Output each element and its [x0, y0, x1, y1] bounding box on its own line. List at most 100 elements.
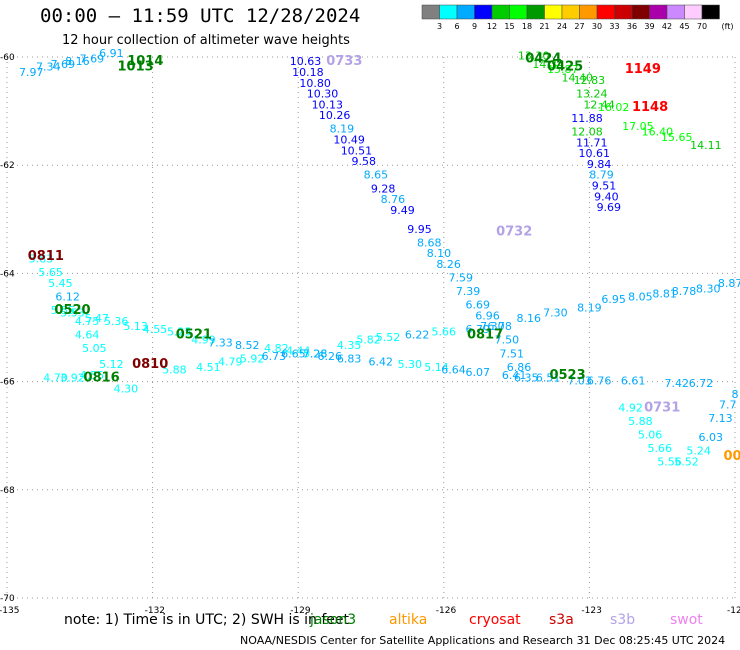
swh-reading: 4.35	[337, 339, 362, 352]
colorbar-swatch	[491, 4, 510, 20]
swh-reading: 7.69	[80, 52, 105, 65]
swh-reading: 14.34	[532, 58, 564, 71]
y-tick-label: -66	[0, 378, 15, 388]
swh-reading: 5.45	[48, 277, 73, 290]
colorbar-tick: 3	[437, 22, 442, 31]
swh-reading: 5.53	[60, 307, 85, 320]
swh-reading: 5.55	[51, 304, 76, 317]
swh-reading: 7.13	[708, 412, 733, 425]
swh-reading: 9.51	[592, 180, 617, 193]
swh-reading: 10.63	[290, 55, 322, 68]
satellite-legend-s3b: s3b	[610, 612, 636, 628]
swh-reading: 16.40	[642, 125, 674, 138]
swh-reading: 8.87	[718, 277, 740, 290]
footnote: note: 1) Time is in UTC; 2) SWH is in fe…	[64, 612, 350, 628]
swh-reading: 4.92	[618, 401, 643, 414]
pass-time-label: 0817	[467, 327, 503, 342]
pass-time-label: 1149	[625, 62, 661, 77]
colorbar-swatch	[544, 4, 563, 20]
satellite-legend-altika: altika	[389, 612, 428, 628]
swh-reading: 8	[732, 388, 739, 401]
pass-time-label: 1014	[127, 54, 163, 69]
swh-reading: 7.28	[303, 347, 328, 360]
swh-reading: 9.28	[371, 182, 396, 195]
colorbar-swatch	[631, 4, 650, 20]
swh-reading: 10.18	[292, 66, 324, 79]
colorbar-swatch	[474, 4, 493, 20]
swh-readings: 7.977.347.698.167.696.9110.6310.1810.801…	[19, 47, 740, 468]
swh-reading: 5.52	[376, 331, 401, 344]
swh-reading: 6.79	[466, 323, 491, 336]
swh-reading: 5.13	[123, 320, 148, 333]
swh-reading: 14.40	[562, 71, 594, 84]
swh-reading: 5.88	[162, 363, 187, 376]
swh-reading: 12.08	[571, 125, 603, 138]
swh-reading: 12.44	[583, 98, 615, 111]
swh-reading: 14.11	[690, 139, 722, 152]
pass-time-label: 0810	[132, 357, 168, 372]
swh-reading: 12.83	[574, 74, 606, 87]
swh-reading: 4.64	[75, 328, 100, 341]
swh-reading: 4.70	[43, 372, 68, 385]
color-scale-legend: 3 6 9 12 15 18 21 24 27 30 33 36 39 42 45 70 (ft)	[421, 4, 734, 31]
swh-reading: 4.30	[114, 382, 139, 395]
swh-reading: 10.49	[333, 134, 365, 147]
swh-reading: 5.92	[240, 353, 265, 366]
pass-time-label: 0811	[28, 249, 64, 264]
colorbar-swatch	[561, 4, 580, 20]
swh-reading: 6.78	[487, 320, 512, 333]
x-tick-label: -126	[436, 606, 457, 616]
colorbar-swatch	[509, 4, 528, 20]
swh-reading: 8.19	[577, 301, 602, 314]
swh-reading: 6.72	[689, 377, 714, 390]
colorbar-swatch	[439, 4, 458, 20]
swh-reading: 16.02	[598, 101, 630, 114]
swh-reading: 8.30	[696, 282, 721, 295]
swh-reading: 8.79	[589, 169, 614, 182]
swh-reading: 5.06	[638, 428, 663, 441]
swh-reading: 5.47	[85, 312, 110, 325]
swh-reading: 10.61	[579, 147, 611, 160]
swh-reading: 7.51	[499, 347, 524, 360]
colorbar-tick: 27	[574, 22, 584, 31]
swh-reading: 13.24	[576, 88, 608, 101]
pass-time-label: 1013	[118, 60, 154, 75]
swh-reading: 8.68	[417, 236, 442, 249]
colorbar-swatch	[666, 4, 685, 20]
swh-reading: 5.88	[628, 415, 653, 428]
x-tick-label: -129	[290, 606, 311, 616]
swh-reading: 5.66	[648, 442, 673, 455]
swh-reading: 8.16	[65, 55, 90, 68]
pass-time-label: 00	[724, 449, 740, 464]
swh-reading: 15.87	[547, 63, 579, 76]
swh-reading: 8.19	[330, 123, 355, 136]
colorbar-tick: 21	[539, 22, 549, 31]
swh-reading: 5.12	[99, 358, 124, 371]
swh-reading: 9.69	[597, 201, 622, 214]
y-tick-label: -62	[0, 161, 15, 171]
satellite-legend-s3a: s3a	[549, 612, 574, 628]
swh-reading: 5.66	[432, 326, 457, 339]
colorbar-swatch	[596, 4, 615, 20]
swh-reading: 7.30	[543, 307, 568, 320]
swh-reading: 13.30	[518, 50, 550, 63]
swh-reading: 5.24	[686, 445, 711, 458]
swh-reading: 6.03	[698, 431, 723, 444]
swh-reading: 9.95	[407, 223, 432, 236]
swh-reading: 9.49	[390, 204, 415, 217]
swh-reading: 4.55	[80, 369, 105, 382]
swh-reading: 6.22	[405, 328, 430, 341]
satellite-legend-jason3: jason3	[310, 612, 357, 628]
x-tick-label: -135	[0, 606, 19, 616]
pass-time-label: 0425	[547, 60, 583, 75]
swh-reading: 3.92	[60, 372, 85, 385]
swh-reading: 6.26	[317, 350, 342, 363]
swh-reading: 7.97	[19, 66, 44, 79]
swh-reading: 6.65	[281, 347, 306, 360]
swh-reading: 4.75	[75, 315, 100, 328]
swh-reading: 7.50	[495, 334, 520, 347]
pass-time-label: 0732	[496, 225, 532, 240]
colorbar-swatch	[684, 4, 703, 20]
y-tick-label: -60	[0, 53, 15, 63]
